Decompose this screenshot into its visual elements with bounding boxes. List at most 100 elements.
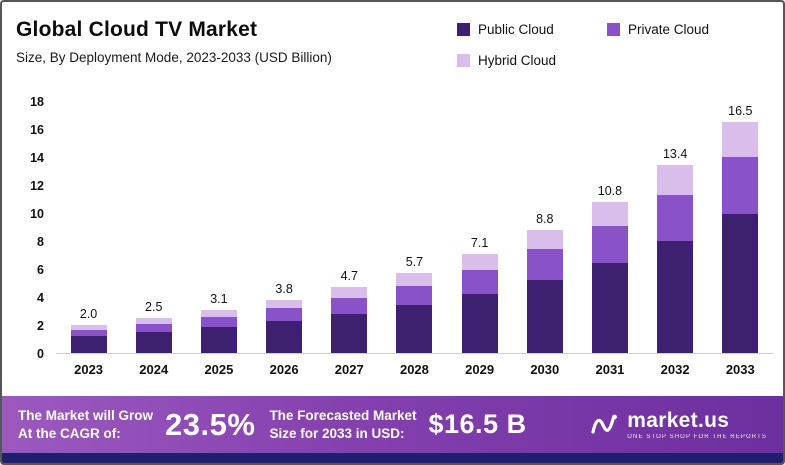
legend-item-private-cloud: Private Cloud: [607, 22, 769, 37]
marketus-logo-icon: [591, 414, 618, 434]
bar-segment-private-cloud: [135, 324, 172, 332]
bar-total-label: 7.1: [470, 235, 489, 250]
bar-group: 8.8: [512, 212, 577, 353]
bar-group: 16.5: [708, 104, 773, 353]
bar-segment-public-cloud: [526, 280, 563, 353]
bar-segment-public-cloud: [396, 305, 433, 353]
bar-segment-hybrid-cloud: [331, 287, 368, 298]
bar-segment-hybrid-cloud: [396, 273, 433, 286]
legend-label: Private Cloud: [628, 22, 710, 37]
y-axis-tick-label: 10: [30, 207, 44, 221]
bar-group: 5.7: [382, 255, 447, 353]
bar-segment-hybrid-cloud: [200, 309, 237, 317]
legend-label: Hybrid Cloud: [478, 53, 557, 68]
bar-segment-private-cloud: [331, 297, 368, 314]
x-axis-label: 2029: [465, 362, 495, 377]
plot-area: 2.0 2.5 3.1 3.8 4.7 5.7 7.1 8.8 10.8 13.4 16.5: [56, 102, 773, 354]
bar-group: 2.5: [121, 300, 186, 353]
forecast-label: The Forecasted Market Size for 2033 in U…: [269, 407, 417, 441]
y-axis-tick-label: 16: [30, 123, 44, 137]
bar-group: 3.1: [186, 292, 251, 353]
bar-segment-public-cloud: [135, 332, 172, 353]
bar-group: 13.4: [643, 147, 708, 353]
bar-segment-private-cloud: [526, 249, 563, 281]
brand-name: market.us: [627, 408, 730, 432]
bar-segment-private-cloud: [657, 194, 694, 241]
bars-container: 2.0 2.5 3.1 3.8 4.7 5.7 7.1 8.8 10.8 13.4 16.5: [56, 102, 773, 353]
x-axis-label: 2026: [269, 362, 299, 377]
bar-segment-public-cloud: [266, 320, 303, 353]
bar-segment-public-cloud: [461, 294, 498, 353]
bar-group: 3.8: [252, 282, 317, 353]
bar-segment-private-cloud: [70, 329, 107, 337]
bar-group: 2.0: [56, 307, 121, 353]
bar-chart: 0 2 4 6 8 10 12 14 16 18 2.0 2.5 3.1 3.8 4.7 5.7 7.1 8.8…: [16, 95, 773, 387]
bar-segment-public-cloud: [591, 263, 628, 353]
y-axis: 0 2 4 6 8 10 12 14 16 18: [16, 95, 46, 361]
bottom-accent-strip: [2, 453, 783, 463]
bar-total-label: 5.7: [405, 255, 424, 270]
bar-segment-private-cloud: [266, 308, 303, 321]
x-axis-label: 2025: [204, 362, 234, 377]
bar-segment-private-cloud: [396, 285, 433, 306]
x-axis-label: 2032: [660, 362, 690, 377]
bar-total-label: 3.1: [210, 291, 228, 306]
y-axis-tick-label: 14: [30, 151, 44, 165]
bar-group: 10.8: [577, 184, 642, 353]
legend-item-public-cloud: Public Cloud: [457, 22, 607, 37]
y-axis-tick-label: 6: [37, 263, 44, 277]
bar-segment-hybrid-cloud: [135, 318, 172, 325]
bar-total-label: 4.7: [340, 269, 358, 284]
page-title: Global Cloud TV Market: [16, 18, 258, 41]
legend-item-hybrid-cloud: Hybrid Cloud: [457, 53, 607, 68]
bar-total-label: 2.0: [79, 307, 98, 322]
marketus-brand: market.us ONE STOP SHOP FOR THE REPORTS: [589, 410, 767, 440]
bar-group: 4.7: [317, 269, 382, 353]
cagr-value: 23.5%: [165, 406, 256, 442]
bar-segment-hybrid-cloud: [722, 122, 759, 158]
bar-segment-hybrid-cloud: [461, 253, 498, 270]
bar-segment-public-cloud: [657, 241, 694, 353]
bar-total-label: 8.8: [536, 211, 554, 226]
x-axis-label: 2030: [530, 362, 560, 377]
bar-segment-public-cloud: [331, 313, 368, 353]
chart-header: Global Cloud TV Market Size, By Deployme…: [16, 18, 332, 65]
x-axis-label: 2031: [595, 362, 625, 377]
bar-segment-hybrid-cloud: [70, 325, 107, 330]
y-axis-tick-label: 8: [37, 235, 44, 249]
bar-segment-private-cloud: [200, 316, 237, 328]
bar-segment-private-cloud: [722, 157, 759, 215]
brand-text: market.us ONE STOP SHOP FOR THE REPORTS: [627, 410, 767, 440]
y-axis-tick-label: 0: [37, 347, 44, 361]
chart-legend: Public Cloud Private Cloud Hybrid Cloud: [457, 22, 769, 68]
forecast-value: $16.5 B: [428, 409, 527, 439]
x-axis-label: 2033: [725, 362, 755, 377]
stats-banner: The Market will Grow At the CAGR of: 23.…: [2, 396, 783, 453]
y-axis-tick-label: 18: [30, 95, 44, 109]
bar-total-label: 16.5: [728, 104, 753, 119]
y-axis-tick-label: 12: [30, 179, 44, 193]
public-cloud-swatch-icon: [457, 23, 470, 36]
y-axis-tick-label: 4: [37, 291, 44, 305]
y-axis-tick-label: 2: [37, 319, 44, 333]
private-cloud-swatch-icon: [607, 23, 620, 36]
bar-total-label: 2.5: [145, 300, 163, 315]
bar-segment-hybrid-cloud: [266, 299, 303, 309]
bar-group: 7.1: [447, 236, 512, 353]
bar-segment-private-cloud: [461, 269, 498, 295]
bar-total-label: 3.8: [275, 281, 293, 296]
bar-segment-hybrid-cloud: [526, 229, 563, 250]
x-axis-label: 2023: [74, 362, 104, 377]
page-subtitle: Size, By Deployment Mode, 2023-2033 (USD…: [16, 50, 332, 65]
bar-segment-private-cloud: [591, 225, 628, 264]
bar-segment-hybrid-cloud: [657, 165, 694, 195]
cagr-label: The Market will Grow At the CAGR of:: [18, 407, 154, 441]
x-axis-label: 2024: [139, 362, 169, 377]
bar-segment-hybrid-cloud: [591, 201, 628, 226]
legend-label: Public Cloud: [478, 22, 554, 37]
x-axis-label: 2028: [399, 362, 429, 377]
bar-segment-public-cloud: [200, 327, 237, 353]
x-axis: 2023 2024 2025 2026 2027 2028 2029 2030 2031 2032…: [56, 362, 773, 377]
bar-total-label: 13.4: [662, 147, 688, 162]
